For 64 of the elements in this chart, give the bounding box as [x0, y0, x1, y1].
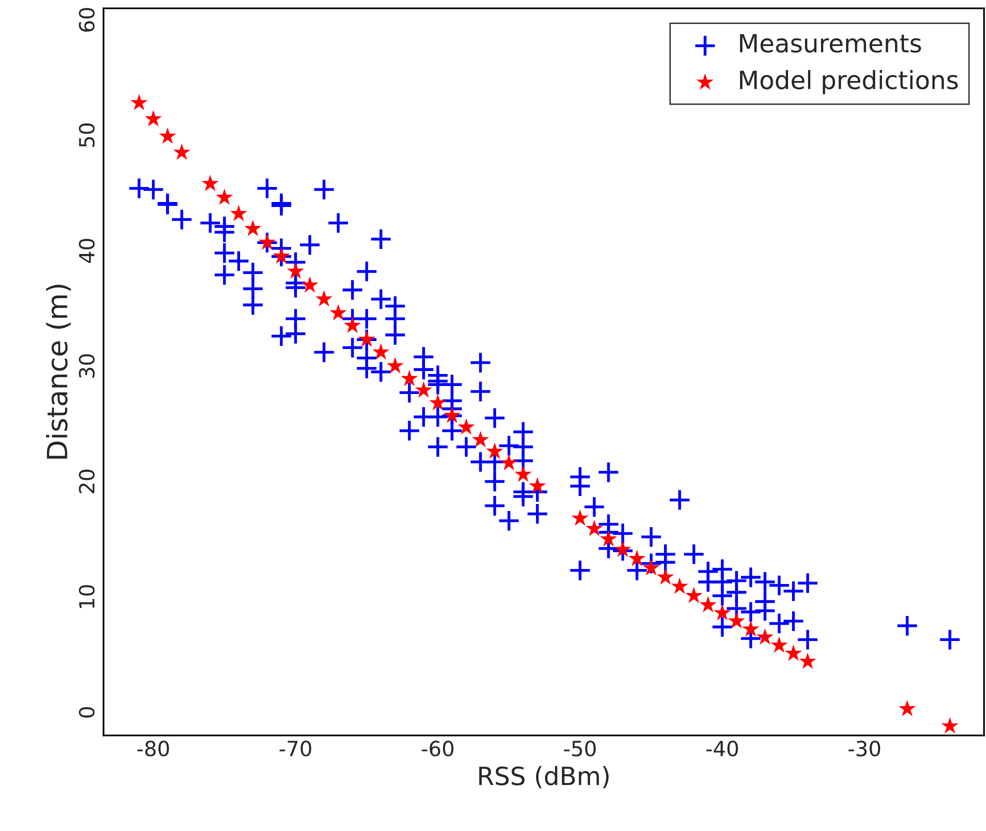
point [443, 406, 461, 424]
point [898, 700, 916, 716]
point [784, 644, 802, 661]
point [742, 620, 760, 637]
y-tick-label: 10 [78, 585, 95, 608]
point [500, 454, 518, 470]
y-tick-label: 40 [78, 238, 95, 263]
point [614, 540, 632, 557]
point [486, 442, 504, 459]
legend-label: Model predictions [740, 70, 958, 94]
point [173, 144, 190, 160]
point [372, 343, 390, 360]
x-tick-label: -40 [706, 740, 738, 756]
y-axis-title: Distance (m) [46, 284, 71, 459]
point [358, 330, 376, 347]
point [414, 381, 432, 398]
point [458, 418, 475, 435]
point [230, 204, 248, 222]
point [130, 94, 148, 110]
y-tick-label: 30 [78, 354, 95, 378]
point [272, 247, 290, 264]
point [728, 612, 746, 628]
x-tick-label: -70 [280, 740, 312, 756]
point [301, 276, 318, 293]
y-tick-label: 20 [78, 470, 95, 494]
point [799, 652, 816, 669]
point [286, 262, 304, 279]
point [656, 568, 674, 585]
y-tick-label: 50 [78, 123, 95, 147]
point [514, 466, 532, 482]
point [770, 636, 788, 653]
point [642, 559, 660, 576]
point [714, 604, 731, 620]
legend-label: Measurements [740, 34, 921, 53]
point [244, 220, 262, 236]
x-tick-label: -80 [137, 740, 169, 756]
point [216, 188, 234, 205]
point [671, 577, 688, 594]
point [528, 477, 546, 494]
x-tick-label: -50 [564, 740, 596, 756]
point [699, 596, 717, 612]
point [571, 509, 589, 526]
point [600, 530, 618, 547]
point [400, 370, 418, 386]
x-tick-label: -30 [848, 740, 880, 756]
point [586, 520, 603, 536]
point [202, 174, 219, 192]
point [315, 290, 333, 306]
point [258, 234, 276, 250]
x-tick-label: -60 [422, 740, 454, 756]
point [756, 628, 774, 645]
point [330, 304, 347, 320]
point [429, 394, 446, 410]
point [158, 127, 176, 144]
y-tick-label: 0 [78, 707, 95, 718]
point [344, 316, 362, 334]
y-tick-label: 60 [78, 8, 95, 32]
point [472, 430, 490, 448]
point [941, 717, 958, 734]
point [144, 110, 162, 126]
point [628, 550, 646, 566]
point [386, 357, 404, 374]
x-axis-title: RSS (dBm) [479, 766, 609, 788]
point [685, 586, 702, 604]
